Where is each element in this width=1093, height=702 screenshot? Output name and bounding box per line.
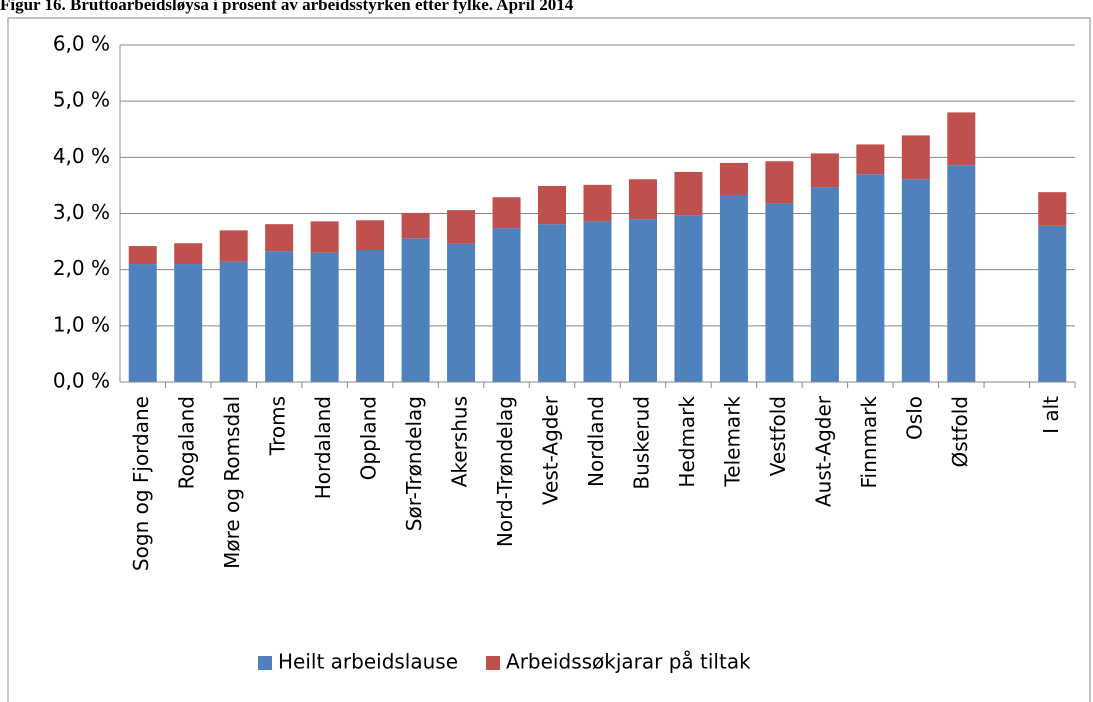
x-tick-label: Troms: [266, 396, 290, 456]
y-tick-label: 6,0 %: [53, 32, 110, 56]
x-tick-label: Vestfold: [766, 396, 790, 476]
bar-segment: [674, 215, 703, 382]
bar-segment: [265, 251, 294, 382]
x-tick-label: Sogn og Fjordane: [129, 396, 153, 571]
x-tick-label: Nordland: [584, 396, 608, 487]
legend-swatch: [258, 656, 272, 670]
bar-segment: [719, 162, 748, 195]
bar-segment: [856, 144, 885, 175]
x-tick-label: Østfold: [948, 396, 972, 468]
bar-segment: [174, 264, 203, 382]
x-tick-label: Telemark: [720, 396, 744, 488]
bar-segment: [810, 187, 839, 382]
x-tick-label: Hordaland: [311, 396, 335, 499]
legend-label: Heilt arbeidslause: [278, 650, 458, 674]
y-tick-label: 0,0 %: [53, 369, 110, 393]
bar-segment: [947, 112, 976, 166]
bar-segment: [447, 210, 476, 244]
y-tick-label: 5,0 %: [53, 88, 110, 112]
x-tick-label: Sør-Trøndelag: [402, 396, 426, 531]
x-tick-label: Vest-Agder: [539, 395, 563, 505]
x-tick-label: Aust-Agder: [811, 395, 835, 507]
x-tick-label: Nord-Trøndelag: [493, 396, 517, 547]
bar-segment: [810, 153, 839, 188]
bar-segment: [628, 179, 657, 220]
bar-segment: [1038, 192, 1067, 226]
chart-title: Figur 16. Bruttoarbeidsløysa i prosent a…: [0, 0, 574, 14]
bar-segment: [356, 220, 385, 251]
y-tick-label: 2,0 %: [53, 256, 110, 280]
y-tick-label: 1,0 %: [53, 312, 110, 336]
bar-segment: [1038, 225, 1067, 382]
legend-swatch: [486, 656, 501, 670]
bar-segment: [538, 185, 567, 225]
bar-segment: [401, 238, 430, 382]
bar-segment: [356, 250, 385, 382]
bar-segment: [901, 135, 930, 180]
bar-segment: [719, 194, 748, 382]
x-tick-label: Buskerud: [629, 396, 653, 490]
bar-segment: [128, 246, 157, 265]
bar-segment: [219, 261, 248, 382]
x-tick-label: Akershus: [448, 396, 472, 487]
bar-segment: [901, 179, 930, 382]
x-tick-label: Oppland: [357, 396, 381, 480]
bar-segment: [492, 228, 521, 382]
bar-segment: [128, 264, 157, 382]
x-tick-label: I alt: [1039, 396, 1063, 434]
bar-segment: [219, 230, 248, 262]
bar-segment: [401, 212, 430, 239]
x-tick-label: Møre og Romsdal: [220, 396, 244, 569]
bar-segment: [674, 171, 703, 216]
bar-segment: [765, 161, 794, 204]
legend-label: Arbeidssøkjarar på tiltak: [506, 650, 751, 674]
bar-segment: [492, 197, 521, 229]
bar-segment: [583, 221, 612, 382]
y-tick-label: 3,0 %: [53, 200, 110, 224]
x-tick-label: Oslo: [902, 396, 926, 440]
bar-segment: [538, 224, 567, 382]
x-tick-label: Rogaland: [175, 396, 199, 489]
bar-segment: [765, 203, 794, 382]
bar-segment: [310, 221, 339, 253]
bar-segment: [947, 165, 976, 382]
bar-segment: [265, 224, 294, 252]
bar-segment: [856, 174, 885, 382]
bar-segment: [174, 243, 203, 265]
y-tick-label: 4,0 %: [53, 144, 110, 168]
bar-segment: [447, 243, 476, 382]
bar-segment: [310, 252, 339, 382]
x-tick-label: Finnmark: [857, 396, 881, 489]
bar-segment: [583, 184, 612, 222]
x-tick-label: Hedmark: [675, 396, 699, 488]
bar-segment: [628, 219, 657, 382]
